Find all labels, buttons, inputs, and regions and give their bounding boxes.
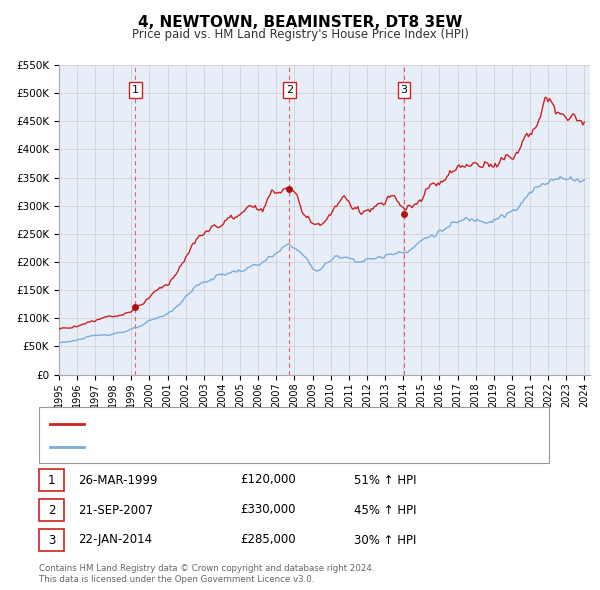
Text: HPI: Average price, semi-detached house, Dorset: HPI: Average price, semi-detached house,… <box>93 442 349 453</box>
Text: £120,000: £120,000 <box>240 474 296 487</box>
Text: 1: 1 <box>132 85 139 95</box>
Text: 4, NEWTOWN, BEAMINSTER, DT8 3EW: 4, NEWTOWN, BEAMINSTER, DT8 3EW <box>138 15 462 30</box>
Text: 4, NEWTOWN, BEAMINSTER, DT8 3EW (semi-detached house): 4, NEWTOWN, BEAMINSTER, DT8 3EW (semi-de… <box>93 419 415 429</box>
Text: £330,000: £330,000 <box>240 503 296 516</box>
Text: 1: 1 <box>48 474 55 487</box>
Text: 2: 2 <box>48 503 55 516</box>
Text: 2: 2 <box>286 85 293 95</box>
Text: 26-MAR-1999: 26-MAR-1999 <box>78 474 157 487</box>
Text: 22-JAN-2014: 22-JAN-2014 <box>78 533 152 546</box>
Text: 51% ↑ HPI: 51% ↑ HPI <box>354 474 416 487</box>
Text: 3: 3 <box>48 533 55 546</box>
Text: 3: 3 <box>401 85 407 95</box>
Text: 45% ↑ HPI: 45% ↑ HPI <box>354 503 416 516</box>
Text: Contains HM Land Registry data © Crown copyright and database right 2024.: Contains HM Land Registry data © Crown c… <box>39 565 374 573</box>
Text: £285,000: £285,000 <box>240 533 296 546</box>
Text: This data is licensed under the Open Government Licence v3.0.: This data is licensed under the Open Gov… <box>39 575 314 584</box>
Text: Price paid vs. HM Land Registry's House Price Index (HPI): Price paid vs. HM Land Registry's House … <box>131 28 469 41</box>
Text: 21-SEP-2007: 21-SEP-2007 <box>78 503 153 516</box>
Text: 30% ↑ HPI: 30% ↑ HPI <box>354 533 416 546</box>
